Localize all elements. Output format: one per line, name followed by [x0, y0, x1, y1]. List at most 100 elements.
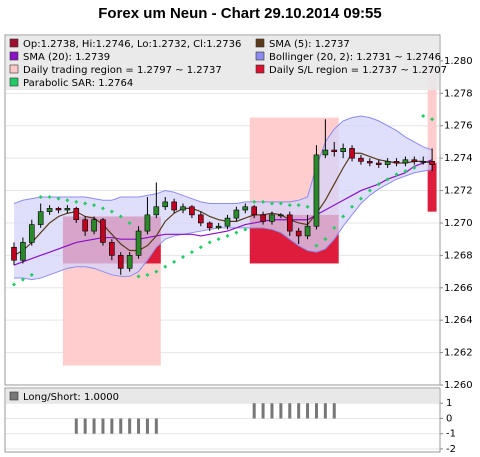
- sma20-line: [13, 159, 433, 266]
- sma5-line: [13, 152, 433, 256]
- sar-dot: [172, 259, 177, 264]
- sar-dot: [367, 188, 372, 193]
- sar-dot: [323, 237, 328, 242]
- y-tick-label: 1.280: [444, 56, 473, 67]
- candle-body: [135, 230, 142, 256]
- sar-dot: [412, 165, 417, 170]
- sar-dot: [278, 201, 283, 206]
- candle-body: [358, 157, 364, 162]
- legend-swatch: [255, 38, 265, 48]
- sar-dot: [198, 245, 203, 250]
- candle-body: [91, 219, 97, 232]
- candle-body: [37, 211, 44, 225]
- sar-dot: [350, 204, 355, 209]
- sar-dot: [136, 274, 141, 279]
- candle-body: [260, 214, 266, 222]
- sar-dot: [83, 201, 88, 206]
- long-short-bar: [288, 403, 292, 419]
- sar-dot: [216, 237, 221, 242]
- y-tick-label: 1.276: [444, 121, 473, 132]
- legend-swatch: [9, 391, 19, 401]
- candle-body: [100, 219, 106, 243]
- legend-label: Bollinger (20, 2): 1.2731 ~ 1.2746: [269, 52, 441, 63]
- sar-dot: [314, 243, 319, 248]
- sar-dot: [163, 264, 168, 269]
- candle-body: [331, 149, 338, 152]
- y-tick-label: 1.278: [444, 88, 473, 99]
- candle-body: [393, 161, 400, 164]
- y-tick-label: -2: [446, 444, 456, 455]
- candle-body: [153, 206, 160, 216]
- candle-body: [402, 159, 409, 164]
- lower-plot-border: [4, 387, 441, 453]
- trading-region: [427, 65, 437, 164]
- legend-label: Parabolic SAR: 1.2764: [23, 78, 133, 89]
- legend-label: SMA (5): 1.2737: [269, 39, 350, 50]
- candle-body: [304, 225, 311, 237]
- sar-dot: [261, 199, 266, 204]
- candle-body: [286, 214, 293, 232]
- long-short-bar: [145, 418, 149, 434]
- sar-dot: [145, 272, 150, 277]
- candle-body: [224, 217, 231, 227]
- long-short-bar: [297, 403, 301, 419]
- candle-body: [28, 224, 35, 243]
- candle-body: [198, 214, 204, 224]
- legend-swatch: [9, 38, 19, 48]
- sar-dot: [100, 206, 105, 211]
- sar-dot: [358, 196, 363, 201]
- long-short-bar: [261, 403, 265, 419]
- candle-body: [269, 214, 275, 222]
- legend-label: Daily trading region = 1.2797 ~ 1.2737: [23, 65, 222, 76]
- y-tick-label: 1.266: [444, 283, 473, 294]
- candle-body: [322, 149, 329, 156]
- candle-body: [313, 154, 320, 227]
- candle-body: [420, 161, 427, 163]
- long-short-bar: [252, 403, 256, 419]
- candle-body: [11, 246, 17, 261]
- sar-dot: [234, 230, 239, 235]
- sar-dot: [252, 199, 257, 204]
- sar-dot: [127, 220, 132, 225]
- long-short-bar: [101, 418, 105, 434]
- candle-body: [206, 222, 213, 229]
- long-short-bar: [137, 418, 141, 434]
- candle-body: [278, 214, 284, 217]
- long-short-bar: [83, 418, 87, 434]
- long-short-bar: [306, 403, 310, 419]
- sar-dot: [243, 227, 248, 232]
- legend-swatch: [9, 51, 19, 61]
- legend-label: Op:1.2738, Hi:1.2746, Lo:1.2732, Cl:1.27…: [23, 39, 241, 50]
- long-short-bar: [110, 418, 114, 434]
- long-short-bar: [314, 403, 318, 419]
- candle-body: [180, 206, 186, 211]
- chart-title: Forex um Neun - Chart 29.10.2014 09:55: [98, 5, 381, 22]
- sar-dot: [394, 172, 399, 177]
- long-short-bar: [74, 418, 78, 434]
- sar-dot: [154, 269, 159, 274]
- sar-dot: [92, 203, 97, 208]
- bollinger-upper: [13, 115, 433, 205]
- sar-dot: [225, 233, 230, 238]
- sar-dot: [12, 282, 16, 287]
- plot-layer: [5, 60, 440, 385]
- long-short-bar: [279, 403, 283, 419]
- candle-body: [367, 161, 373, 164]
- sar-dot: [287, 203, 292, 208]
- legend-label: Daily S/L region = 1.2737 ~ 1.2707: [269, 65, 447, 76]
- sar-dot: [118, 214, 123, 219]
- long-short-bar: [270, 403, 274, 419]
- legend-label: Long/Short: 1.0000: [23, 392, 119, 403]
- candle-body: [171, 201, 177, 211]
- candle-body: [73, 208, 80, 221]
- candle-body: [46, 208, 53, 212]
- sar-dot: [56, 196, 61, 201]
- sar-dot: [29, 272, 34, 277]
- long-short-bar: [119, 418, 123, 434]
- sar-dot: [74, 199, 79, 204]
- sar-dot: [332, 225, 337, 230]
- candle-body: [162, 201, 169, 208]
- sar-dot: [376, 182, 381, 187]
- legend-box: [6, 36, 439, 90]
